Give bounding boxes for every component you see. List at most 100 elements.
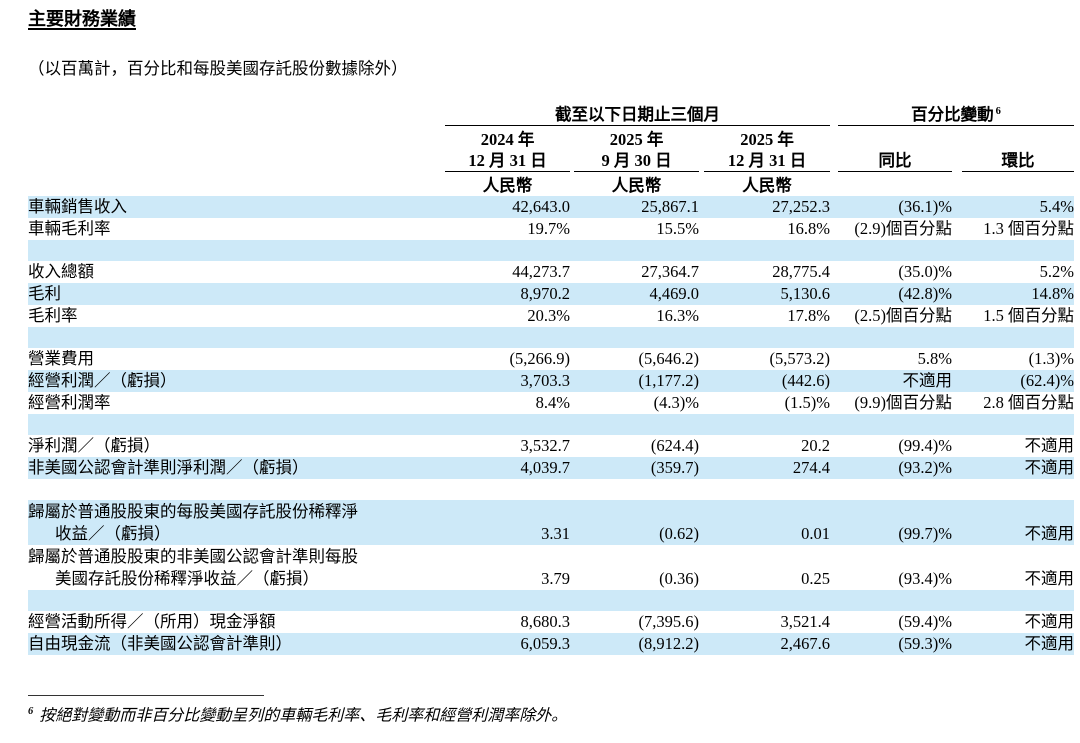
cell-value: (2.5)個百分點 [854, 306, 952, 325]
cell-value: 2,467.6 [780, 634, 831, 653]
table-body: 車輛銷售收入 42,643.0 25,867.1 27,252.3 (36.1)% 5.4… [28, 196, 1075, 655]
footnote-text: 按絕對變動而非百分比變動呈列的車輛毛利率、毛利率和經營利潤率除外。 [39, 707, 568, 725]
cell-value: 6,059.3 [520, 634, 571, 653]
table-row: 經營利潤／（虧損） 3,703.3 (1,177.2) (442.6) 不適用 (62.4… [28, 370, 1075, 392]
cell-value: 0.25 [801, 569, 830, 588]
date-line2: 12 月 31 日 [727, 151, 807, 170]
cell-value: 1.3 個百分點 [983, 219, 1075, 238]
document-page: 主要財務業績 （以百萬計，百分比和每股美國存託股份數據除外） 截至以下日期止三個… [28, 9, 1080, 726]
page-title: 主要財務業績 [28, 9, 136, 29]
spacer-cell [28, 590, 1074, 611]
table-row: 毛利 8,970.2 4,469.0 5,130.6 (42.8)% 14.8% [28, 283, 1075, 305]
row-label: 車輛銷售收入 [28, 197, 127, 216]
cell-value: 不適用 [1024, 458, 1075, 477]
date-line1: 2025 年 [740, 130, 794, 149]
yoy-column-header: 同比 [838, 125, 952, 172]
cell-value: (1.5)% [784, 393, 830, 412]
cell-value: 3.31 [541, 524, 570, 543]
cell-value: (99.7)% [898, 524, 952, 543]
row-label: 淨利潤／（虧損） [28, 436, 160, 455]
cell-value: 20.3% [527, 306, 570, 325]
currency-row: 人民幣 人民幣 人民幣 [28, 172, 1074, 197]
row-label: 車輛毛利率 [28, 219, 111, 238]
table-row: 毛利率 20.3% 16.3% 17.8% (2.5)個百分點 1.5 個百分點 [28, 305, 1074, 327]
cell-value: 不適用 [1024, 569, 1075, 588]
cell-value: 5.8% [917, 349, 952, 368]
financial-table: 截至以下日期止三個月 百分比變動 6 2024 年 12 月 31 日 2025 年… [28, 101, 1075, 655]
table-subtitle: （以百萬計，百分比和每股美國存託股份數據除外） [28, 59, 408, 78]
cell-value: 16.3% [656, 306, 699, 325]
row-label: 歸屬於普通股股東的非美國公認會計準則每股美國存託股份稀釋淨收益／（虧損） [28, 545, 445, 590]
cell-value: 4,039.7 [520, 458, 571, 477]
cell-value: (7,395.6) [638, 612, 700, 631]
spacer-cell [28, 240, 1074, 261]
cell-value: 不適用 [902, 371, 953, 390]
cell-value: (1,177.2) [638, 371, 700, 390]
cell-value: (42.8)% [898, 284, 952, 303]
cell-value: 16.8% [787, 219, 830, 238]
table-row: 收入總額 44,273.7 27,364.7 28,775.4 (35.0)% 5.2% [28, 261, 1074, 283]
header-spacer [830, 101, 838, 126]
header-spacer [830, 126, 838, 172]
header-spacer [28, 101, 445, 126]
cell-value: 19.7% [527, 219, 570, 238]
cell-value: 2.8 個百分點 [983, 393, 1075, 412]
cell-value: (5,266.9) [509, 349, 571, 368]
currency-label: 人民幣 [742, 176, 792, 195]
currency-label: 人民幣 [611, 176, 662, 195]
cell-value: 15.5% [656, 219, 699, 238]
header-spacer [838, 172, 952, 197]
cell-value: 3,521.4 [780, 612, 831, 631]
footnote-line: 6 按絕對變動而非百分比變動呈列的車輛毛利率、毛利率和經營利潤率除外。 [28, 701, 1080, 726]
row-label-line1: 歸屬於普通股股東的非美國公認會計準則每股 [28, 547, 358, 566]
cell-value: 8,970.2 [520, 284, 571, 303]
date-line2: 9 月 30 日 [601, 151, 672, 170]
group-header-row: 截至以下日期止三個月 百分比變動 6 [28, 101, 1075, 126]
cell-value: 不適用 [1024, 634, 1075, 653]
cell-value: (9.9)個百分點 [854, 393, 952, 412]
cell-value: 20.2 [801, 436, 830, 455]
spacer-cell [28, 327, 1074, 348]
table-row: 經營活動所得／（所用）現金淨額 8,680.3 (7,395.6) 3,521.4 (5… [28, 611, 1074, 633]
cell-value: (5,646.2) [638, 349, 700, 368]
cell-value: 14.8% [1031, 284, 1075, 303]
table-row: 營業費用 (5,266.9) (5,646.2) (5,573.2) 5.8% (1.3)… [28, 348, 1074, 370]
cell-value: 3,703.3 [520, 371, 571, 390]
cell-value: 25,867.1 [641, 197, 699, 216]
period-group-header: 截至以下日期止三個月 [445, 101, 830, 126]
table-row: 非美國公認會計準則淨利潤／（虧損） 4,039.7 (359.7) 274.4 (93.… [28, 457, 1075, 479]
cell-value: (35.0)% [898, 262, 952, 281]
currency-label: 人民幣 [482, 176, 533, 195]
row-label-line2: 收益／（虧損） [55, 524, 171, 543]
spacer-row [28, 479, 1074, 500]
row-label: 經營利潤率 [28, 393, 111, 412]
table-row: 自由現金流（非美國公認會計準則） 6,059.3 (8,912.2) 2,467.6 (… [28, 633, 1075, 655]
cell-value: 28,775.4 [772, 262, 830, 281]
date-column-header: 2025 年 9 月 30 日 [574, 125, 699, 172]
column-header-row: 2024 年 12 月 31 日 2025 年 9 月 30 日 2025 年 12 … [28, 125, 1075, 172]
header-spacer [28, 126, 445, 172]
row-label: 毛利 [28, 284, 61, 303]
cell-value: 274.4 [792, 458, 830, 477]
cell-value: 3,532.7 [520, 436, 571, 455]
row-label: 經營利潤／（虧損） [28, 371, 177, 390]
cell-value: 不適用 [1024, 436, 1075, 455]
pct-change-group-header: 百分比變動 6 [838, 101, 1075, 126]
cell-value: (4.3)% [653, 393, 699, 412]
cell-value: 17.8% [787, 306, 830, 325]
row-label: 收入總額 [28, 262, 94, 281]
cell-value: 27,364.7 [641, 262, 699, 281]
row-label-line2: 美國存託股份稀釋淨收益／（虧損） [55, 569, 319, 588]
cell-value: 4,469.0 [649, 284, 700, 303]
table-row: 淨利潤／（虧損） 3,532.7 (624.4) 20.2 (99.4)% 不適用 [28, 435, 1074, 457]
spacer-cell [28, 479, 1074, 500]
cell-value: (1.3)% [1028, 349, 1075, 368]
date-column-header: 2025 年 12 月 31 日 [704, 125, 830, 172]
spacer-row [28, 327, 1075, 348]
row-label: 歸屬於普通股股東的每股美國存託股份稀釋淨 收益／（虧損） [28, 500, 445, 545]
cell-value: 不適用 [1024, 524, 1075, 543]
spacer-row [28, 414, 1075, 435]
qoq-column-header: 環比 [962, 125, 1075, 172]
cell-value: (0.36) [659, 569, 699, 588]
date-column-header: 2024 年 12 月 31 日 [445, 125, 570, 172]
